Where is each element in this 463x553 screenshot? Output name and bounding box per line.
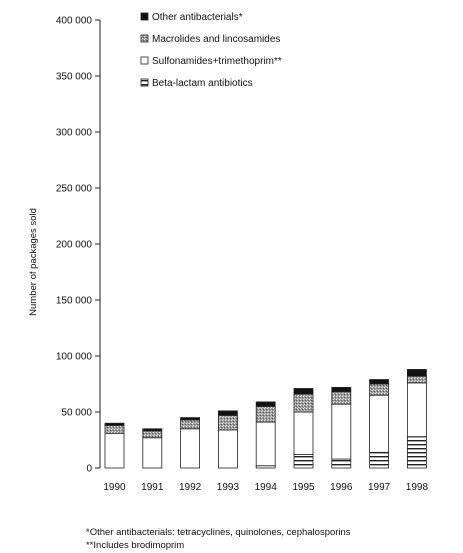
y-tick-label: 150 000 bbox=[56, 296, 93, 307]
legend-label-macrolides-and-lincosamides: Macrolides and lincosamides bbox=[152, 34, 280, 45]
bar-segment-beta-lactam-antibiotics-1995 bbox=[293, 454, 314, 469]
x-tick-label: 1998 bbox=[406, 482, 429, 493]
x-tick-label: 1992 bbox=[179, 482, 202, 493]
bar-segment-other-antibacterials-1990 bbox=[104, 422, 125, 426]
y-tick-label: 250 000 bbox=[56, 184, 93, 195]
y-axis-title: Number of packages sold bbox=[28, 208, 39, 316]
bar-segment-sulfonamides-trimethoprim-1995 bbox=[293, 411, 314, 455]
legend-swatch-beta-lactam-antibiotics bbox=[140, 78, 149, 87]
bar-segment-macrolides-and-lincosamides-1996 bbox=[331, 391, 352, 405]
bar-segment-beta-lactam-antibiotics-1997 bbox=[369, 451, 390, 469]
bar-segment-macrolides-and-lincosamides-1990 bbox=[104, 425, 125, 434]
bar-segment-macrolides-and-lincosamides-1995 bbox=[293, 393, 314, 413]
x-tick-label: 1996 bbox=[330, 482, 353, 493]
y-tick-label: 300 000 bbox=[56, 128, 93, 139]
bar-segment-other-antibacterials-1996 bbox=[331, 386, 352, 393]
x-tick-label: 1991 bbox=[141, 482, 164, 493]
x-tick-label: 1994 bbox=[255, 482, 278, 493]
legend: Other antibacterials* Macrolides and linc… bbox=[140, 12, 282, 89]
legend-label-sulfonamides-trimethoprim: Sulfonamides+trimethoprim** bbox=[152, 56, 282, 67]
y-tick-label: 0 bbox=[86, 464, 92, 475]
legend-label-other-antibacterials: Other antibacterials* bbox=[152, 12, 243, 23]
y-tick-label: 400 000 bbox=[56, 16, 93, 27]
bar-segment-sulfonamides-trimethoprim-1996 bbox=[331, 403, 352, 460]
bar-segment-other-antibacterials-1995 bbox=[293, 388, 314, 395]
footnote-sulfonamides: **Includes brodimoprim bbox=[86, 540, 185, 551]
legend-label-beta-lactam-antibiotics: Beta-lactam antibiotics bbox=[152, 78, 253, 89]
bar-segment-sulfonamides-trimethoprim-1992 bbox=[180, 428, 201, 469]
y-tick-label: 200 000 bbox=[56, 240, 93, 251]
bar-segment-beta-lactam-antibiotics-1998 bbox=[406, 436, 427, 469]
bar-segment-sulfonamides-trimethoprim-1993 bbox=[217, 429, 238, 469]
bar-segment-other-antibacterials-1997 bbox=[369, 379, 390, 385]
bar-segment-sulfonamides-trimethoprim-1990 bbox=[104, 432, 125, 469]
bar-segment-macrolides-and-lincosamides-1998 bbox=[406, 375, 427, 384]
bar-segment-other-antibacterials-1998 bbox=[406, 369, 427, 377]
bar-segment-macrolides-and-lincosamides-1992 bbox=[180, 419, 201, 430]
bar-segment-macrolides-and-lincosamides-1997 bbox=[369, 383, 390, 396]
x-tick-label: 1995 bbox=[292, 482, 315, 493]
x-tick-label: 1993 bbox=[217, 482, 240, 493]
x-tick-label: 1990 bbox=[103, 482, 126, 493]
bar-segment-macrolides-and-lincosamides-1994 bbox=[255, 405, 276, 423]
bar-segment-sulfonamides-trimethoprim-1991 bbox=[142, 437, 163, 469]
bar-segment-beta-lactam-antibiotics-1996 bbox=[331, 458, 352, 469]
legend-swatch-macrolides-and-lincosamides bbox=[140, 34, 149, 43]
bar-segment-other-antibacterials-1993 bbox=[217, 410, 238, 416]
bar-segment-macrolides-and-lincosamides-1993 bbox=[217, 414, 238, 431]
bar-segment-macrolides-and-lincosamides-1991 bbox=[142, 430, 163, 439]
x-tick-label: 1997 bbox=[368, 482, 391, 493]
footnote-other-antibacterials: *Other antibacterials: tetracyclines, qu… bbox=[86, 527, 351, 538]
y-tick-label: 100 000 bbox=[56, 352, 93, 363]
y-tick-label: 350 000 bbox=[56, 72, 93, 83]
bar-segment-other-antibacterials-1991 bbox=[142, 428, 163, 432]
bar-segment-other-antibacterials-1992 bbox=[180, 417, 201, 421]
y-tick-label: 50 000 bbox=[61, 408, 92, 419]
bar-segment-sulfonamides-trimethoprim-1998 bbox=[406, 382, 427, 438]
bar-segment-other-antibacterials-1994 bbox=[255, 401, 276, 407]
bar-segment-sulfonamides-trimethoprim-1997 bbox=[369, 394, 390, 453]
legend-swatch-sulfonamides-trimethoprim bbox=[140, 56, 149, 65]
bar-segment-sulfonamides-trimethoprim-1994 bbox=[255, 421, 276, 467]
legend-swatch-other-antibacterials bbox=[140, 12, 149, 21]
